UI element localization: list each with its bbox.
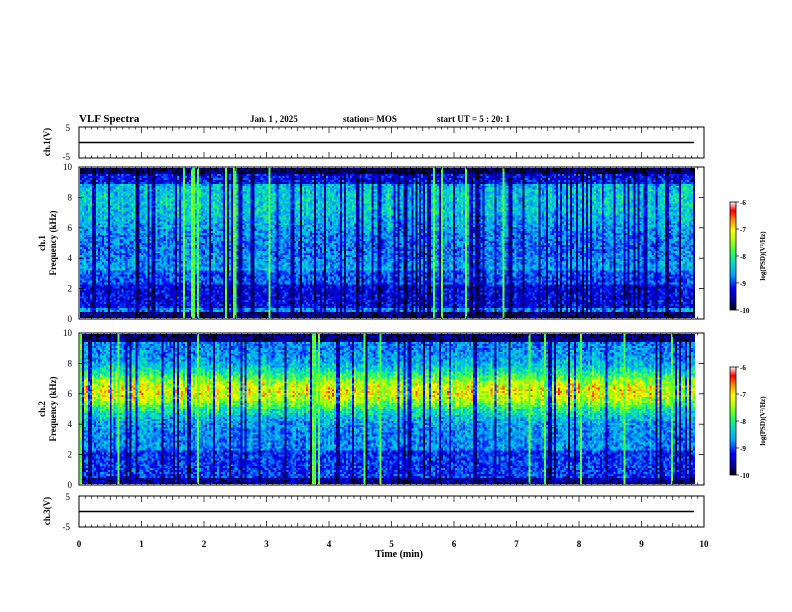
- ch1-colorbar-gradient: [729, 201, 737, 311]
- ch3-waveform-ticks: [78, 496, 705, 527]
- ch1-spectrogram-yticks: 0 2 4 6 8 10: [63, 162, 704, 324]
- y-tick-label: 10: [63, 328, 73, 338]
- ch3-ytick-bottom: -5: [63, 522, 71, 532]
- colorbar-tick-label: -6: [740, 364, 746, 372]
- date-label: Jan. 1 , 2025: [250, 114, 298, 124]
- ch1-waveform-ylabel: ch.1(V): [42, 128, 52, 156]
- ch1-ytick-top: 5: [66, 123, 71, 133]
- x-tick-label: 2: [202, 539, 207, 549]
- y-tick-label: 4: [68, 419, 73, 429]
- ch1-spectrogram-ylabel-frequency: Frequency (kHz): [48, 210, 58, 275]
- ch2-colorbar-ticks: -6 -7 -8 -9 -10: [736, 364, 750, 480]
- y-tick-label: 6: [68, 389, 73, 399]
- x-tick-label: 5: [389, 539, 394, 549]
- colorbar-tick-label: -9: [740, 445, 746, 453]
- x-tick-label: 8: [577, 539, 582, 549]
- x-axis-label: Time (min): [375, 549, 423, 560]
- ch2-spectrogram-ticks: [78, 333, 705, 485]
- x-tick-label: 3: [264, 539, 269, 549]
- x-tick-label: 10: [700, 539, 710, 549]
- ch3-waveform-ylabel: ch.3(V): [42, 497, 52, 525]
- ch1-ytick-bottom: -5: [63, 152, 71, 162]
- ch1-colorbar: -6 -7 -8 -9 -10 log(PSD)(V²/Hz): [729, 199, 767, 315]
- y-tick-label: 8: [68, 358, 73, 368]
- colorbar-tick-label: -6: [740, 199, 746, 207]
- ch3-waveform-panel: 5 -5 ch.3(V): [42, 492, 705, 532]
- y-tick-label: 0: [68, 314, 73, 324]
- x-tick-label: 4: [327, 539, 332, 549]
- colorbar-tick-label: -7: [740, 391, 746, 399]
- x-tick-labels: 0 1 2 3 4 5 6 7 8 9 10: [77, 539, 709, 549]
- ch3-ytick-top: 5: [66, 492, 71, 502]
- y-tick-label: 8: [68, 192, 73, 202]
- ch1-spectrogram-image: [80, 168, 695, 318]
- spectrogram-raster: [80, 168, 695, 318]
- station-label: station= MOS: [343, 114, 397, 124]
- x-tick-label: 1: [139, 539, 144, 549]
- ch2-spectrogram-yticks: 0 2 4 6 8 10: [63, 328, 704, 490]
- ch2-spectrogram-image: [80, 334, 695, 484]
- y-tick-label: 6: [68, 223, 73, 233]
- y-tick-label: 2: [68, 450, 73, 460]
- ch2-spectrogram-ylabel-channel: ch.2: [37, 401, 47, 417]
- ch2-spectrogram-ylabel-frequency: Frequency (kHz): [48, 376, 58, 441]
- y-tick-label: 2: [68, 284, 73, 294]
- x-tick-label: 0: [77, 539, 82, 549]
- colorbar-tick-label: -8: [740, 253, 746, 261]
- ch1-spectrogram-panel: 0 2 4 6 8 10 ch.1 Frequency (kHz): [37, 162, 705, 324]
- colorbar-tick-label: -8: [740, 418, 746, 426]
- ch1-colorbar-ticks: -6 -7 -8 -9 -10: [736, 199, 750, 315]
- ch1-spectrogram-ylabel-channel: ch.1: [37, 235, 47, 251]
- x-tick-label: 6: [452, 539, 457, 549]
- x-tick-label: 9: [639, 539, 644, 549]
- ch2-colorbar-gradient: [729, 366, 737, 476]
- ch2-colorbar-label: log(PSD)(V²/Hz): [759, 396, 767, 446]
- colorbar-tick-label: -10: [740, 472, 750, 480]
- ch1-waveform-ticks: [78, 127, 705, 158]
- y-tick-label: 4: [68, 253, 73, 263]
- x-tick-label: 7: [514, 539, 519, 549]
- colorbar-tick-label: -10: [740, 307, 750, 315]
- ch1-spectrogram-ticks: [78, 167, 705, 319]
- y-tick-label: 10: [63, 162, 73, 172]
- colorbar-tick-label: -9: [740, 280, 746, 288]
- ch1-waveform-panel: 5 -5 ch.1(V): [42, 123, 705, 162]
- ch2-spectrogram-panel: 0 2 4 6 8 10 ch.2 Frequency (kHz): [37, 328, 705, 490]
- figure-title: VLF Spectra: [79, 113, 140, 125]
- ch1-colorbar-label: log(PSD)(V²/Hz): [759, 231, 767, 281]
- ch2-colorbar: -6 -7 -8 -9 -10 log(PSD)(V²/Hz): [729, 364, 767, 480]
- y-tick-label: 0: [68, 480, 73, 490]
- spectrogram-raster: [80, 334, 695, 484]
- start-time-label: start UT = 5 : 20: 1: [437, 114, 510, 124]
- colorbar-tick-label: -7: [740, 226, 746, 234]
